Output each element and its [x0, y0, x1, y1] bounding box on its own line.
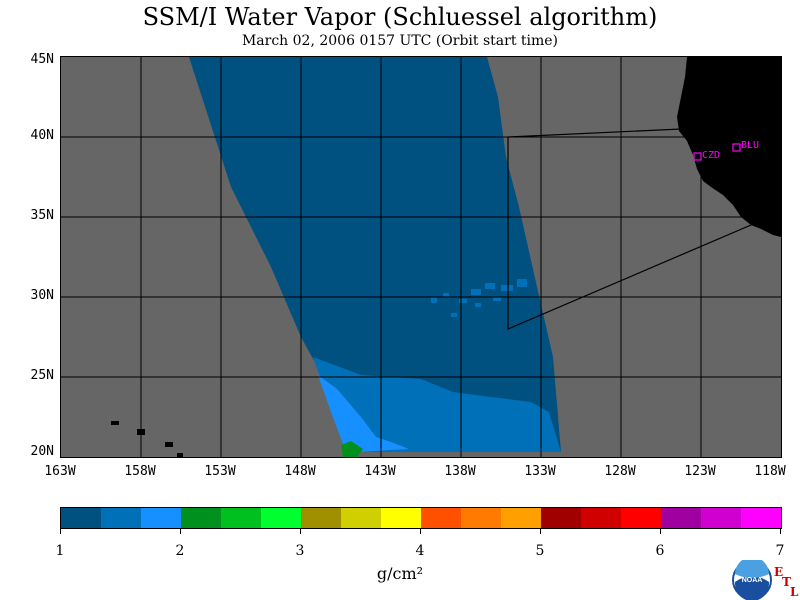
north-america-land — [677, 57, 781, 237]
svg-text:NOAA: NOAA — [742, 577, 763, 584]
colorbar-swatch-9 — [381, 508, 421, 528]
lat-label-30n: 30N — [30, 288, 54, 303]
lat-label-45n: 45N — [30, 52, 54, 67]
swath-band-green — [341, 441, 363, 457]
colorbar-swatch-8 — [341, 508, 381, 528]
chart-subtitle: March 02, 2006 0157 UTC (Orbit start tim… — [241, 33, 559, 49]
colorbar-tick-mark — [180, 528, 181, 534]
swath-band-medium-blue — [313, 357, 561, 452]
hawaii-islands — [111, 421, 183, 457]
colorbar-swatch-4 — [181, 508, 221, 528]
colorbar-tick-mark — [60, 528, 61, 534]
lat-label-25n: 25N — [30, 368, 54, 383]
colorbar-swatch-14 — [581, 508, 621, 528]
svg-text:BLU: BLU — [741, 140, 759, 151]
map-svg: CZD BLU — [61, 57, 781, 457]
colorbar-units: g/cm² — [376, 564, 424, 583]
svg-text:CZD: CZD — [702, 150, 720, 161]
colorbar-swatch-1 — [61, 508, 101, 528]
colorbar-tick-mark — [660, 528, 661, 534]
site-blu: BLU — [732, 140, 759, 152]
colorbar-swatch-16 — [661, 508, 701, 528]
etl-letter-t: T — [782, 575, 791, 589]
swath-speckle — [431, 279, 527, 317]
colorbar-tick-6: 6 — [655, 543, 665, 559]
lat-label-40n: 40N — [30, 128, 54, 143]
lon-label-163w: 163W — [44, 464, 76, 479]
colorbar-swatch-17 — [701, 508, 741, 528]
colorbar-swatch-3 — [141, 508, 181, 528]
colorbar-tick-5: 5 — [535, 543, 545, 559]
colorbar-swatch-6 — [261, 508, 301, 528]
lon-label-153w: 153W — [204, 464, 236, 479]
colorbar-swatch-5 — [221, 508, 261, 528]
etl-letter-l: L — [790, 585, 799, 599]
colorbar-tick-7: 7 — [775, 543, 785, 559]
colorbar-swatch-7 — [301, 508, 341, 528]
colorbar-tick-4: 4 — [415, 543, 425, 559]
colorbar-swatch-13 — [541, 508, 581, 528]
colorbar — [60, 507, 782, 529]
colorbar-swatch-15 — [621, 508, 661, 528]
colorbar-swatch-12 — [501, 508, 541, 528]
colorbar-swatch-18 — [741, 508, 781, 528]
swath-band-blue — [189, 57, 561, 452]
noaa-logo: NOAA — [732, 560, 772, 600]
site-czd: CZD — [693, 150, 720, 161]
colorbar-swatch-10 — [421, 508, 461, 528]
etl-letter-e: E — [774, 565, 784, 579]
lon-label-143w: 143W — [364, 464, 396, 479]
lat-label-20n: 20N — [30, 444, 54, 459]
lon-label-148w: 148W — [284, 464, 316, 479]
lat-label-35n: 35N — [30, 208, 54, 223]
lon-label-123w: 123W — [684, 464, 716, 479]
flight-track — [507, 128, 752, 330]
colorbar-tick-mark — [420, 528, 421, 534]
lon-label-133w: 133W — [524, 464, 556, 479]
colorbar-swatch-11 — [461, 508, 501, 528]
lon-label-128w: 128W — [604, 464, 636, 479]
colorbar-tick-mark — [540, 528, 541, 534]
lon-label-138w: 138W — [444, 464, 476, 479]
chart-title: SSM/I Water Vapor (Schluessel algorithm) — [142, 3, 658, 31]
colorbar-tick-1: 1 — [55, 543, 65, 559]
colorbar-tick-mark — [300, 528, 301, 534]
colorbar-tick-mark — [780, 528, 781, 534]
map-panel: CZD BLU — [60, 56, 782, 458]
colorbar-swatch-2 — [101, 508, 141, 528]
map-grid — [61, 57, 781, 457]
colorbar-tick-3: 3 — [295, 543, 305, 559]
colorbar-tick-2: 2 — [175, 543, 185, 559]
swath-band-bright-blue — [318, 375, 409, 452]
lon-label-158w: 158W — [124, 464, 156, 479]
lon-label-118w: 118W — [754, 464, 786, 479]
